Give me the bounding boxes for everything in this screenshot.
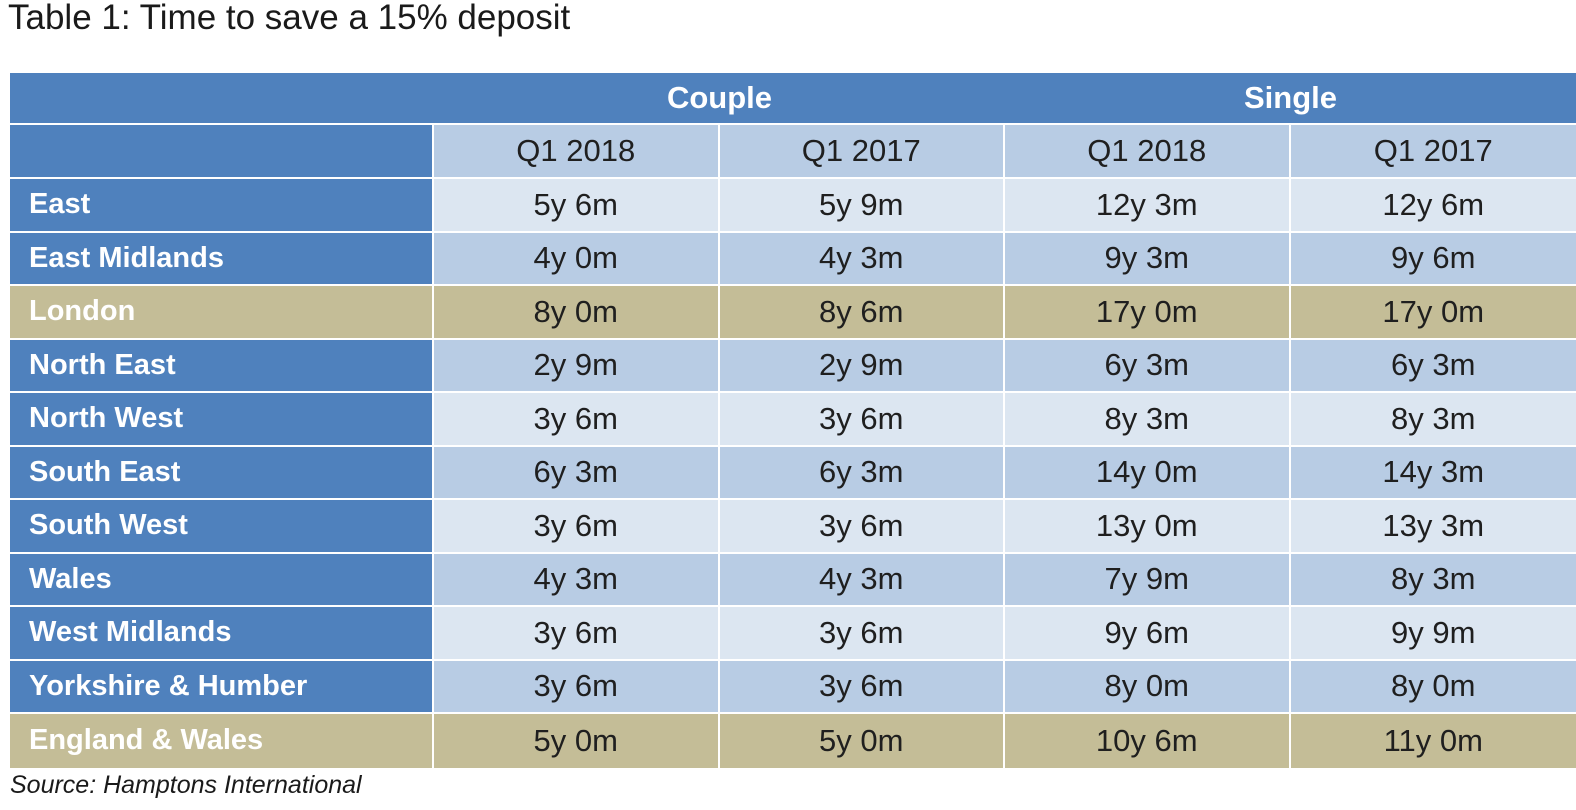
value-cell: 4y 0m (434, 232, 720, 286)
value-cell: 8y 3m (1005, 393, 1291, 447)
value-cell: 3y 6m (434, 393, 720, 447)
value-cell: 9y 6m (1005, 607, 1291, 661)
value-cell: 3y 6m (434, 660, 720, 714)
value-cell: 4y 3m (434, 553, 720, 607)
value-cell: 17y 0m (1005, 286, 1291, 340)
table-title: Table 1: Time to save a 15% deposit (8, 0, 571, 37)
value-cell: 3y 6m (719, 500, 1005, 554)
value-cell: 3y 6m (719, 393, 1005, 447)
region-cell: North East (10, 339, 434, 393)
value-cell: 12y 3m (1005, 179, 1291, 233)
value-cell: 4y 3m (719, 553, 1005, 607)
value-cell: 13y 3m (1290, 500, 1576, 554)
table-row: North East 2y 9m 2y 9m 6y 3m 6y 3m (10, 339, 1576, 393)
value-cell: 14y 3m (1290, 446, 1576, 500)
period-header: Q1 2018 (434, 125, 720, 179)
deposit-table-container: Couple Single Q1 2018 Q1 2017 Q1 2018 Q1… (10, 73, 1576, 768)
table-row: London 8y 0m 8y 6m 17y 0m 17y 0m (10, 286, 1576, 340)
period-header: Q1 2017 (719, 125, 1005, 179)
period-header: Q1 2018 (1005, 125, 1291, 179)
group-header-single: Single (1005, 73, 1576, 125)
value-cell: 6y 3m (434, 446, 720, 500)
table-row: South West 3y 6m 3y 6m 13y 0m 13y 3m (10, 500, 1576, 554)
region-cell: North West (10, 393, 434, 447)
region-cell: Yorkshire & Humber (10, 660, 434, 714)
period-header-row: Q1 2018 Q1 2017 Q1 2018 Q1 2017 (10, 125, 1576, 179)
table-row: North West 3y 6m 3y 6m 8y 3m 8y 3m (10, 393, 1576, 447)
value-cell: 8y 0m (434, 286, 720, 340)
value-cell: 5y 9m (719, 179, 1005, 233)
group-header-couple: Couple (434, 73, 1005, 125)
value-cell: 6y 3m (1005, 339, 1291, 393)
header-corner (10, 125, 434, 179)
value-cell: 3y 6m (434, 500, 720, 554)
value-cell: 14y 0m (1005, 446, 1291, 500)
region-cell: South East (10, 446, 434, 500)
value-cell: 12y 6m (1290, 179, 1576, 233)
value-cell: 5y 6m (434, 179, 720, 233)
value-cell: 8y 0m (1005, 660, 1291, 714)
value-cell: 13y 0m (1005, 500, 1291, 554)
region-cell: South West (10, 500, 434, 554)
table-body: East 5y 6m 5y 9m 12y 3m 12y 6m East Midlands 4… (10, 179, 1576, 768)
value-cell: 6y 3m (719, 446, 1005, 500)
value-cell: 10y 6m (1005, 714, 1291, 768)
table-row: England & Wales 5y 0m 5y 0m 10y 6m 11y 0m (10, 714, 1576, 768)
value-cell: 3y 6m (719, 607, 1005, 661)
value-cell: 3y 6m (434, 607, 720, 661)
deposit-table: Couple Single Q1 2018 Q1 2017 Q1 2018 Q1… (10, 73, 1576, 768)
source-note: Source: Hamptons International (10, 771, 362, 799)
table-row: East Midlands 4y 0m 4y 3m 9y 3m 9y 6m (10, 232, 1576, 286)
value-cell: 9y 6m (1290, 232, 1576, 286)
period-header: Q1 2017 (1290, 125, 1576, 179)
value-cell: 7y 9m (1005, 553, 1291, 607)
table-row: South East 6y 3m 6y 3m 14y 0m 14y 3m (10, 446, 1576, 500)
table-row: West Midlands 3y 6m 3y 6m 9y 6m 9y 9m (10, 607, 1576, 661)
region-cell: East (10, 179, 434, 233)
value-cell: 11y 0m (1290, 714, 1576, 768)
table-row: East 5y 6m 5y 9m 12y 3m 12y 6m (10, 179, 1576, 233)
value-cell: 8y 3m (1290, 553, 1576, 607)
region-cell: West Midlands (10, 607, 434, 661)
value-cell: 2y 9m (719, 339, 1005, 393)
value-cell: 4y 3m (719, 232, 1005, 286)
value-cell: 6y 3m (1290, 339, 1576, 393)
value-cell: 3y 6m (719, 660, 1005, 714)
region-cell: East Midlands (10, 232, 434, 286)
region-cell: London (10, 286, 434, 340)
value-cell: 8y 6m (719, 286, 1005, 340)
value-cell: 2y 9m (434, 339, 720, 393)
value-cell: 8y 3m (1290, 393, 1576, 447)
table-row: Yorkshire & Humber 3y 6m 3y 6m 8y 0m 8y 0m (10, 660, 1576, 714)
region-cell: England & Wales (10, 714, 434, 768)
value-cell: 8y 0m (1290, 660, 1576, 714)
value-cell: 5y 0m (719, 714, 1005, 768)
value-cell: 9y 9m (1290, 607, 1576, 661)
value-cell: 17y 0m (1290, 286, 1576, 340)
header-corner-top (10, 73, 434, 125)
value-cell: 9y 3m (1005, 232, 1291, 286)
table-row: Wales 4y 3m 4y 3m 7y 9m 8y 3m (10, 553, 1576, 607)
group-header-row: Couple Single (10, 73, 1576, 125)
value-cell: 5y 0m (434, 714, 720, 768)
region-cell: Wales (10, 553, 434, 607)
